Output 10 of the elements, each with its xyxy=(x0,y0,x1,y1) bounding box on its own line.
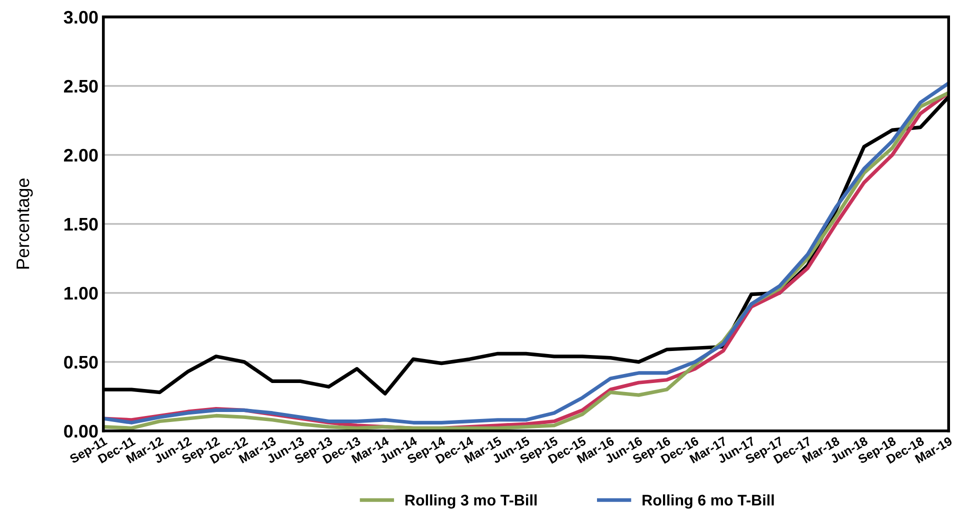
y-axis-title: Percentage xyxy=(16,178,33,269)
y-tick-label: 1.00 xyxy=(64,286,98,300)
y-tick-label: 3.00 xyxy=(64,10,98,24)
y-tick-label: 2.00 xyxy=(64,148,98,162)
legend-label: Rolling 6 mo T-Bill xyxy=(642,494,774,509)
legend-label: Rolling 3 mo T-Bill xyxy=(405,494,537,509)
y-tick-label: 0.00 xyxy=(64,424,98,438)
y-tick-label: 1.50 xyxy=(64,218,98,231)
y-tick-label: 0.50 xyxy=(64,356,98,369)
y-tick-label: 2.50 xyxy=(64,80,98,93)
